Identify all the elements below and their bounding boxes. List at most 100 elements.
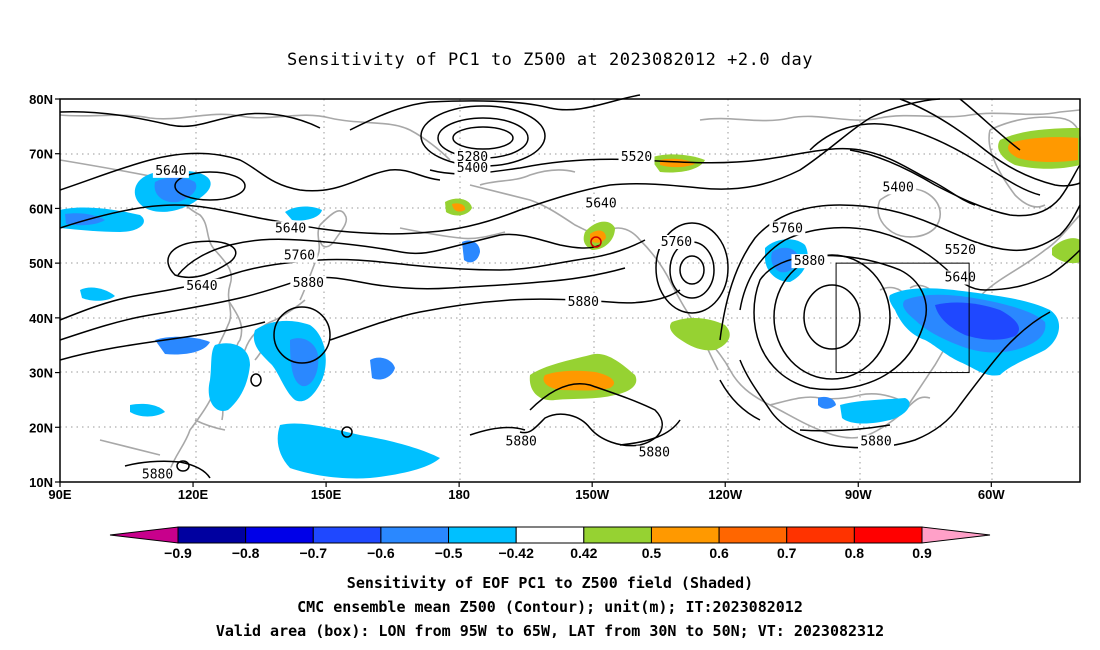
caption-contour: CMC ensemble mean Z500 (Contour); unit(m… — [297, 598, 803, 616]
colorbar-segment — [853, 526, 923, 544]
contour-label-bg — [769, 221, 806, 236]
shading-negative-mid-pacific — [370, 357, 395, 380]
contour-label: 5520 — [945, 243, 976, 258]
shading-negative-china — [155, 336, 210, 355]
lat-tick-label: 10N — [29, 475, 53, 490]
lat-tick-label: 40N — [29, 311, 53, 326]
contour-label-bg — [880, 180, 917, 195]
shading-negative-kamchatka — [285, 206, 322, 221]
colorbar-segment — [515, 526, 585, 544]
lat-tick-label: 80N — [29, 92, 53, 107]
colorbar-label: 0.8 — [845, 545, 865, 561]
lon-tick-label: 90W — [845, 487, 872, 502]
contour-label: 5880 — [860, 435, 891, 450]
shading-negative-caribbean — [840, 398, 910, 424]
contour-label: 5400 — [883, 180, 914, 195]
lat-tick-label: 60N — [29, 201, 53, 216]
shading-positive-sea-of-okhotsk-core — [452, 203, 466, 212]
sensitivity-shading — [60, 128, 1080, 479]
shading-negative-scs — [208, 343, 250, 411]
contour-label-bg — [272, 221, 309, 236]
contour-label: 5640 — [945, 271, 976, 286]
contour-label-bg — [454, 150, 491, 165]
colorbar-segment — [380, 526, 450, 544]
lon-tick-label: 60W — [978, 487, 1005, 502]
shading-positive-california — [670, 318, 730, 351]
contour-label: 5880 — [639, 446, 670, 461]
shading-negative-us-east-core — [935, 302, 1020, 340]
contour-label-bg — [152, 163, 189, 178]
colorbar-segment — [177, 526, 247, 544]
contour-label: 5400 — [457, 161, 488, 176]
lon-tick-label: 120E — [178, 487, 209, 502]
z500-contours — [59, 94, 1081, 479]
contour-label: 5880 — [794, 254, 825, 269]
contour-label-bg — [565, 295, 602, 310]
contour-label-bg — [618, 150, 655, 165]
colorbar-label: 0.42 — [570, 545, 597, 561]
colorbar-segment — [448, 526, 517, 544]
shading-negative-japan-core — [290, 338, 319, 387]
lon-tick-label: 90E — [48, 487, 71, 502]
lon-tick-label: 150W — [575, 487, 610, 502]
shading-negative-tropics — [277, 423, 440, 479]
colorbar-label: 0.5 — [642, 545, 662, 561]
colorbar-segment — [650, 526, 720, 544]
shading-negative-aleutian — [462, 240, 480, 263]
colorbar-label: 0.9 — [912, 545, 932, 561]
lat-tick-label: 30N — [29, 366, 53, 381]
colorbar-segment — [583, 526, 652, 544]
caption-shaded: Sensitivity of EOF PC1 to Z500 field (Sh… — [346, 574, 754, 592]
map-title: Sensitivity of PC1 to Z500 at 2023082012… — [286, 50, 813, 70]
contour-label-bg — [290, 276, 327, 291]
contour-label: 5880 — [506, 435, 537, 450]
lon-tick-label: 150E — [311, 487, 342, 502]
lon-tick-label: 180 — [448, 487, 470, 502]
contour-label: 5640 — [186, 279, 217, 294]
contour-label-bg — [183, 278, 220, 293]
shading-negative-south-asia — [80, 287, 115, 301]
colorbar-under-triangle — [109, 526, 179, 544]
lat-tick-label: 20N — [29, 420, 53, 435]
contour-label: 5760 — [661, 235, 692, 250]
shading-positive-hawaii-core — [543, 370, 615, 391]
contour-label: 5640 — [275, 221, 306, 236]
colorbar-segment — [312, 526, 382, 544]
contour-label: 5760 — [284, 249, 315, 264]
colorbar-over-triangle — [921, 526, 991, 544]
colorbar-label: −0.9 — [164, 545, 192, 561]
contour-label: 5760 — [772, 221, 803, 236]
colorbar-segment — [786, 526, 855, 544]
valid-area-box — [835, 262, 970, 374]
contour-label-bg — [658, 234, 695, 249]
colorbar-segment — [245, 526, 314, 544]
contour-label-bg — [791, 254, 828, 269]
contour-label: 5880 — [568, 295, 599, 310]
colorbar: −0.9 −0.8 −0.7 −0.6 −0.5 −0.42 0.42 0.5 0.6 0.7 0.… — [109, 526, 991, 561]
contour-label-bg — [858, 434, 894, 449]
map-frame — [59, 98, 1081, 483]
shading-negative-small — [130, 403, 165, 417]
contour-low-marker — [590, 236, 602, 248]
lat-tick-label: 50N — [29, 256, 53, 271]
shading-negative-mexico — [818, 396, 836, 409]
contour-label-bg — [636, 445, 673, 460]
colorbar-label: 0.7 — [777, 545, 797, 561]
contour-label-bg — [503, 434, 540, 449]
shading-positive-greenland-core — [1008, 137, 1078, 163]
contour-label-bg — [454, 161, 491, 176]
colorbar-label: 0.6 — [709, 545, 729, 561]
colorbar-segment — [718, 526, 788, 544]
contour-label: 5640 — [585, 197, 616, 212]
colorbar-label: −0.8 — [232, 545, 260, 561]
lat-tick-label: 70N — [29, 147, 53, 162]
colorbar-label: −0.5 — [435, 545, 463, 561]
shading-negative-west-core — [65, 213, 105, 226]
colorbar-label: −0.6 — [367, 545, 395, 561]
contour-label: 5880 — [142, 468, 173, 483]
colorbar-label: −0.7 — [299, 545, 327, 561]
caption-valid-area: Valid area (box): LON from 95W to 65W, L… — [215, 622, 885, 640]
contour-label-bg — [942, 243, 979, 258]
